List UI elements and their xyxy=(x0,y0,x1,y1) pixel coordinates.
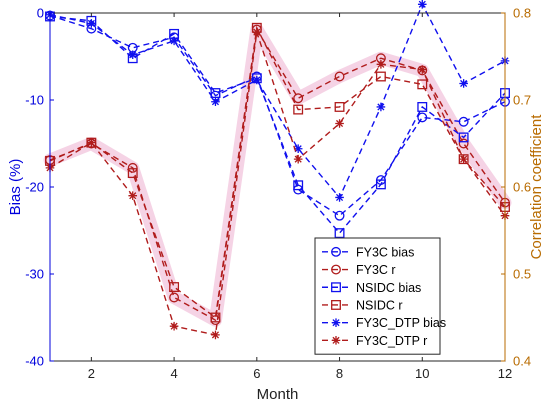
series-line-fy3c-r xyxy=(49,27,506,322)
legend-item-nsidc-r: NSIDC r xyxy=(322,298,403,312)
series-line-fy3c-bias xyxy=(49,14,506,217)
data-point-fy3c-dtp-r xyxy=(128,191,138,200)
legend-label: FY3C bias xyxy=(356,245,414,259)
legend-marker xyxy=(331,282,341,293)
legend-marker xyxy=(331,299,341,310)
legend-label: NSIDC r xyxy=(356,298,403,312)
x-tick-label: 2 xyxy=(88,366,95,381)
right-tick-label: 0.4 xyxy=(513,354,531,369)
x-tick-label: 6 xyxy=(253,366,260,381)
data-point-fy3c-dtp-bias xyxy=(417,0,427,9)
legend-marker xyxy=(331,264,341,275)
data-point-nsidc-bias xyxy=(375,179,386,190)
x-tick-label: 10 xyxy=(415,366,429,381)
legend-item-fy3c-dtp-r: FY3C_DTP r xyxy=(322,334,427,348)
data-point-fy3c-r xyxy=(334,71,345,82)
data-point-nsidc-bias xyxy=(334,228,345,239)
right-tick-label: 0.8 xyxy=(513,6,531,21)
data-point-fy3c-dtp-bias xyxy=(128,50,138,60)
data-point-fy3c-dtp-bias xyxy=(169,36,179,46)
legend-item-fy3c-dtp-bias: FY3C_DTP bias xyxy=(322,316,446,330)
legend-item-nsidc-bias: NSIDC bias xyxy=(322,281,421,295)
data-point-nsidc-bias xyxy=(417,102,428,112)
left-axis-label: Bias (%) xyxy=(7,159,24,216)
series-nsidc-bias xyxy=(45,11,510,239)
data-point-fy3c-r xyxy=(127,162,138,173)
data-point-fy3c-dtp-r xyxy=(459,154,468,164)
legend-label: FY3C_DTP r xyxy=(356,334,427,348)
data-point-fy3c-bias xyxy=(458,116,469,127)
data-point-fy3c-r xyxy=(169,292,180,303)
series-line-fy3c-dtp-bias xyxy=(49,2,506,199)
data-point-fy3c-dtp-r xyxy=(252,27,262,37)
data-point-fy3c-dtp-r xyxy=(87,138,96,147)
data-point-nsidc-r xyxy=(293,104,304,115)
legend-label: NSIDC bias xyxy=(356,281,421,295)
left-tick-label: 0 xyxy=(37,6,44,21)
series-line-nsidc-r xyxy=(49,25,506,319)
data-point-nsidc-r xyxy=(417,79,428,90)
data-point-fy3c-dtp-r xyxy=(293,154,303,164)
axes-layer: 2 4 6 8 10 12 0 -10 -20 -30 -40 0.8 0.7 0.6 0.5 0.4 xyxy=(25,6,531,382)
legend-box xyxy=(314,237,441,355)
right-axis-label: Correlation coefficient xyxy=(528,114,545,260)
data-point-fy3c-dtp-r xyxy=(417,65,427,74)
data-point-fy3c-bias xyxy=(417,112,428,123)
data-point-fy3c-dtp-bias xyxy=(293,144,303,154)
legend-marker xyxy=(331,336,341,345)
data-point-fy3c-bias xyxy=(334,210,345,221)
series-line-nsidc-bias xyxy=(49,15,506,235)
series-fy3c-dtp-bias xyxy=(45,0,510,202)
data-point-fy3c-r xyxy=(293,93,304,104)
left-tick-label: -10 xyxy=(25,93,44,108)
data-point-fy3c-r xyxy=(458,138,469,149)
data-point-nsidc-r xyxy=(210,312,221,323)
data-point-fy3c-dtp-r xyxy=(376,60,386,69)
data-point-nsidc-bias xyxy=(458,132,469,143)
legend-item-fy3c-bias: FY3C bias xyxy=(322,245,414,259)
data-point-fy3c-dtp-r xyxy=(335,119,344,128)
legend-marker xyxy=(331,318,341,327)
legend: FY3C bias FY3C r NSIDC bias NSIDC r FY3C_DTP… xyxy=(314,237,446,355)
data-point-fy3c-dtp-bias xyxy=(87,19,96,28)
data-point-fy3c-dtp-bias xyxy=(335,193,344,202)
right-tick-label: 0.6 xyxy=(513,180,531,195)
data-point-fy3c-dtp-bias xyxy=(211,97,220,107)
left-tick-label: -30 xyxy=(25,267,44,282)
x-axis-label: Month xyxy=(257,386,299,403)
series-line-fy3c-dtp-r xyxy=(49,31,506,336)
left-tick-label: -20 xyxy=(25,180,44,195)
legend-label: FY3C r xyxy=(356,263,396,277)
data-point-fy3c-dtp-r xyxy=(169,321,179,331)
x-tick-label: 8 xyxy=(336,366,343,381)
right-tick-label: 0.5 xyxy=(513,267,531,282)
data-point-nsidc-r xyxy=(375,71,386,82)
left-tick-label: -40 xyxy=(25,354,44,369)
data-point-nsidc-bias xyxy=(293,180,304,191)
legend-label: FY3C_DTP bias xyxy=(356,316,446,330)
x-tick-label: 4 xyxy=(170,366,177,381)
data-point-fy3c-dtp-bias xyxy=(376,102,386,112)
data-point-nsidc-r xyxy=(169,282,180,293)
data-point-nsidc-r xyxy=(127,168,138,179)
series-layer xyxy=(45,0,510,340)
legend-marker xyxy=(331,246,341,257)
data-point-nsidc-bias xyxy=(210,88,221,98)
legend-item-fy3c-r: FY3C r xyxy=(322,263,396,277)
data-point-fy3c-dtp-bias xyxy=(252,75,262,85)
data-point-fy3c-dtp-bias xyxy=(459,79,468,88)
data-point-fy3c-dtp-r xyxy=(211,330,220,340)
right-tick-label: 0.7 xyxy=(513,93,531,108)
data-point-nsidc-r xyxy=(334,102,345,112)
x-tick-label: 12 xyxy=(498,366,512,381)
